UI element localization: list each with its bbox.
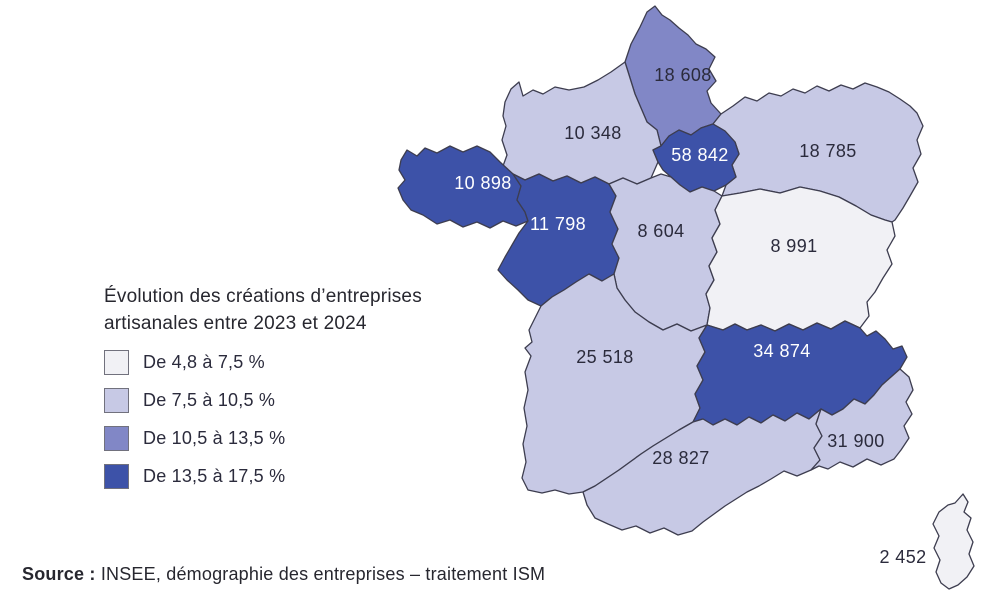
region-grand-est bbox=[712, 82, 924, 223]
legend-item-bin1: De 4,8 à 7,5 % bbox=[104, 349, 474, 375]
region-ile-de-france bbox=[652, 123, 740, 193]
region-value-centre-val-de-loire: 8 604 bbox=[637, 221, 684, 241]
legend-label-bin1: De 4,8 à 7,5 % bbox=[143, 352, 265, 372]
legend-label-bin4: De 13,5 à 17,5 % bbox=[143, 466, 286, 486]
legend-item-bin2: De 7,5 à 10,5 % bbox=[104, 387, 474, 413]
source-text: INSEE, démographie des entreprises – tra… bbox=[95, 564, 546, 584]
legend-swatch-bin3 bbox=[104, 425, 129, 451]
legend-label-bin2: De 7,5 à 10,5 % bbox=[143, 390, 276, 410]
region-value-corse: 2 452 bbox=[879, 547, 926, 567]
region-value-occitanie: 28 827 bbox=[652, 448, 709, 468]
region-value-auvergne-rhone-alpes: 34 874 bbox=[753, 341, 810, 361]
source-line: Source : INSEE, démographie des entrepri… bbox=[22, 564, 545, 585]
legend-item-bin4: De 13,5 à 17,5 % bbox=[104, 463, 474, 489]
legend-label-bin3: De 10,5 à 13,5 % bbox=[143, 428, 286, 448]
region-provence-alpes-cote-d-azur bbox=[810, 368, 914, 471]
legend-swatch-bin4 bbox=[104, 463, 129, 489]
chart-title: Évolution des créations d’entreprises ar… bbox=[104, 286, 422, 334]
legend-swatch-bin2 bbox=[104, 387, 129, 413]
region-value-ile-de-france: 58 842 bbox=[671, 145, 728, 165]
region-value-nouvelle-aquitaine: 25 518 bbox=[576, 347, 633, 367]
region-value-bretagne: 10 898 bbox=[454, 173, 511, 193]
legend: Évolution des créations d’entreprises ar… bbox=[104, 283, 474, 489]
region-corse bbox=[932, 493, 975, 590]
legend-swatch-bin1 bbox=[104, 349, 129, 375]
region-value-normandie: 10 348 bbox=[564, 123, 621, 143]
region-occitanie bbox=[582, 408, 823, 536]
region-value-provence-alpes-cote-d-azur: 31 900 bbox=[827, 431, 884, 451]
region-value-grand-est: 18 785 bbox=[799, 141, 856, 161]
source-prefix: Source : bbox=[22, 564, 96, 584]
region-value-bourgogne-franche-comte: 8 991 bbox=[770, 236, 817, 256]
region-value-pays-de-la-loire: 11 798 bbox=[530, 214, 586, 234]
legend-item-bin3: De 10,5 à 13,5 % bbox=[104, 425, 474, 451]
france-regions-map: 18 608 10 348 58 842 18 785 10 898 11 79… bbox=[397, 5, 975, 590]
region-value-hauts-de-france: 18 608 bbox=[654, 65, 711, 85]
